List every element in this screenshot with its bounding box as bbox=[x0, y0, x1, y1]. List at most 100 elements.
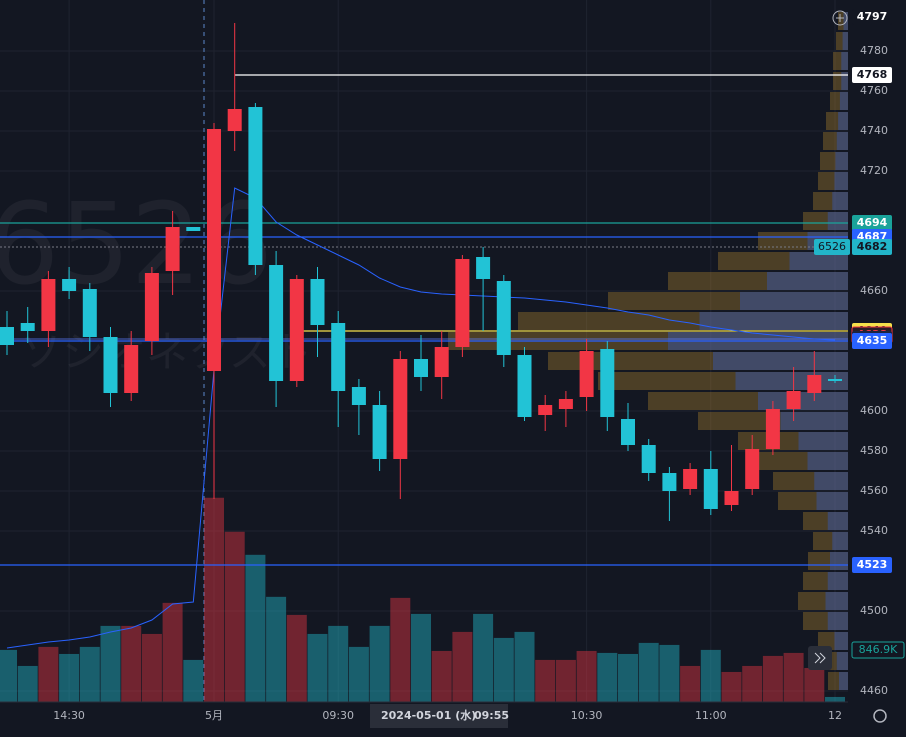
volume-profile-bar bbox=[803, 612, 848, 630]
candle-body bbox=[765, 409, 780, 449]
candle-body bbox=[165, 227, 180, 271]
plot bbox=[0, 12, 848, 702]
volume-profile-bar-inner bbox=[827, 612, 848, 630]
candle-body bbox=[745, 449, 760, 489]
volume-bar bbox=[0, 649, 17, 702]
volume-bar bbox=[141, 633, 162, 702]
candle-body bbox=[641, 445, 656, 473]
volume-bar bbox=[266, 596, 287, 702]
y-tick-label: 4780 bbox=[860, 44, 888, 57]
volume-profile-bar bbox=[826, 112, 848, 130]
average-line bbox=[6, 187, 836, 649]
price-label-bg bbox=[852, 333, 892, 349]
volume-bar bbox=[452, 631, 473, 702]
x-tick-label: 11:00 bbox=[695, 709, 727, 722]
y-tick-label: 4720 bbox=[860, 164, 888, 177]
volume-bar bbox=[742, 665, 763, 702]
volume-bar bbox=[638, 642, 659, 702]
volume-bar bbox=[783, 652, 804, 702]
price-label: 4694 bbox=[857, 216, 888, 229]
volume-profile-bar bbox=[598, 372, 848, 390]
volume-profile-bar bbox=[833, 72, 848, 90]
volume-bar bbox=[390, 597, 411, 702]
candle-body bbox=[62, 279, 77, 291]
add-button[interactable] bbox=[832, 10, 848, 26]
candle-body bbox=[248, 107, 263, 265]
price-label-bg bbox=[852, 215, 892, 231]
volume-profile-bar bbox=[738, 432, 848, 450]
volume-profile-bar bbox=[818, 632, 848, 650]
crosshair-time: 09:55 bbox=[474, 709, 509, 722]
volume-profile-bar-inner bbox=[835, 152, 848, 170]
volume-profile-bar bbox=[518, 312, 848, 330]
volume-profile-bar bbox=[830, 92, 848, 110]
volume-bar bbox=[79, 646, 100, 702]
y-tick-label: 4600 bbox=[860, 404, 888, 417]
candle-body bbox=[289, 279, 304, 381]
volume-bar bbox=[473, 613, 494, 702]
volume-profile-bar bbox=[813, 532, 848, 550]
volume-bar bbox=[597, 652, 618, 702]
volume-bar bbox=[121, 625, 142, 702]
x-tick-label: 09:30 bbox=[322, 709, 354, 722]
volume-profile-bar-inner bbox=[839, 92, 848, 110]
volume-profile-bar-inner bbox=[758, 392, 848, 410]
settings-button[interactable] bbox=[873, 709, 887, 723]
volume-profile-bar bbox=[823, 132, 848, 150]
volume-profile-bar-inner bbox=[807, 452, 848, 470]
y-tick-label: 4560 bbox=[860, 484, 888, 497]
volume-bar bbox=[555, 659, 576, 702]
volume-bar bbox=[162, 602, 183, 702]
candle-body bbox=[662, 473, 677, 491]
candle-body bbox=[186, 227, 201, 231]
volume-profile-bar-inner bbox=[832, 192, 848, 210]
candle-body bbox=[41, 279, 56, 331]
price-label: 4768 bbox=[857, 68, 888, 81]
candle-body bbox=[82, 289, 97, 337]
volume-profile-bar bbox=[813, 192, 848, 210]
volume-bar bbox=[245, 554, 266, 702]
candle-body bbox=[807, 375, 822, 393]
candle-body bbox=[372, 405, 387, 459]
volume-bar bbox=[204, 497, 224, 702]
volume-label: 846.9K bbox=[859, 643, 898, 656]
volume-bar bbox=[307, 633, 328, 702]
candle-body bbox=[434, 347, 449, 377]
watermark-symbol: 6526 bbox=[0, 180, 273, 310]
volume-bar bbox=[328, 625, 349, 702]
candle-body bbox=[124, 345, 139, 393]
volume-profile-bar-inner bbox=[827, 572, 848, 590]
crosshair-time-box bbox=[370, 704, 508, 728]
volume-profile-bar-inner bbox=[816, 492, 848, 510]
price-label-bg bbox=[852, 239, 892, 255]
candle-body bbox=[310, 279, 325, 325]
candle-body bbox=[351, 387, 366, 405]
volume-profile-bar-inner bbox=[838, 112, 848, 130]
volume-profile-bar-inner bbox=[839, 672, 848, 690]
candle-body bbox=[579, 351, 594, 397]
volume-bar bbox=[17, 665, 38, 702]
candle-body bbox=[786, 391, 801, 409]
volume-profile-bar bbox=[838, 12, 848, 30]
volume-profile-bar-inner bbox=[841, 52, 848, 70]
volume-profile-bar bbox=[773, 472, 848, 490]
volume-bar bbox=[411, 613, 431, 702]
volume-profile-bar-inner bbox=[836, 652, 848, 670]
candle-body bbox=[207, 129, 221, 371]
volume-bar bbox=[825, 696, 845, 702]
volume-profile-bar-inner bbox=[767, 272, 848, 290]
volume-profile-bar-inner bbox=[841, 72, 848, 90]
candle-body bbox=[558, 399, 573, 409]
volume-label-bg bbox=[851, 641, 905, 659]
volume-bar bbox=[100, 625, 121, 702]
volume-profile-bar bbox=[828, 672, 848, 690]
price-label: 4523 bbox=[857, 558, 888, 571]
volume-bar bbox=[224, 531, 245, 702]
candle-body bbox=[683, 469, 698, 489]
volume-bar bbox=[183, 659, 204, 702]
volume-profile-bar-inner bbox=[713, 352, 848, 370]
volume-profile-bar bbox=[668, 272, 848, 290]
volume-profile-bar bbox=[758, 452, 848, 470]
volume-profile-bar-inner bbox=[832, 532, 848, 550]
